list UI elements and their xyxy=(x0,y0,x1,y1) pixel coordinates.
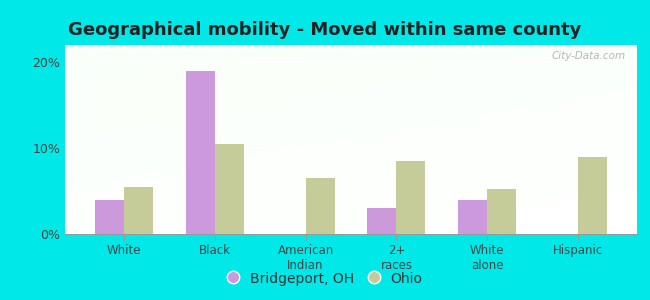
Bar xyxy=(214,144,244,234)
Text: Geographical mobility - Moved within same county: Geographical mobility - Moved within sam… xyxy=(68,21,582,39)
Bar xyxy=(396,161,426,234)
Bar xyxy=(367,208,396,234)
Bar xyxy=(124,187,153,234)
Text: City-Data.com: City-Data.com xyxy=(551,51,625,61)
Bar xyxy=(578,157,607,234)
Bar xyxy=(186,71,214,234)
Legend: Bridgeport, OH, Ohio: Bridgeport, OH, Ohio xyxy=(224,268,426,290)
Bar xyxy=(95,200,124,234)
Bar xyxy=(458,200,488,234)
Bar xyxy=(306,178,335,234)
Bar xyxy=(488,189,516,234)
